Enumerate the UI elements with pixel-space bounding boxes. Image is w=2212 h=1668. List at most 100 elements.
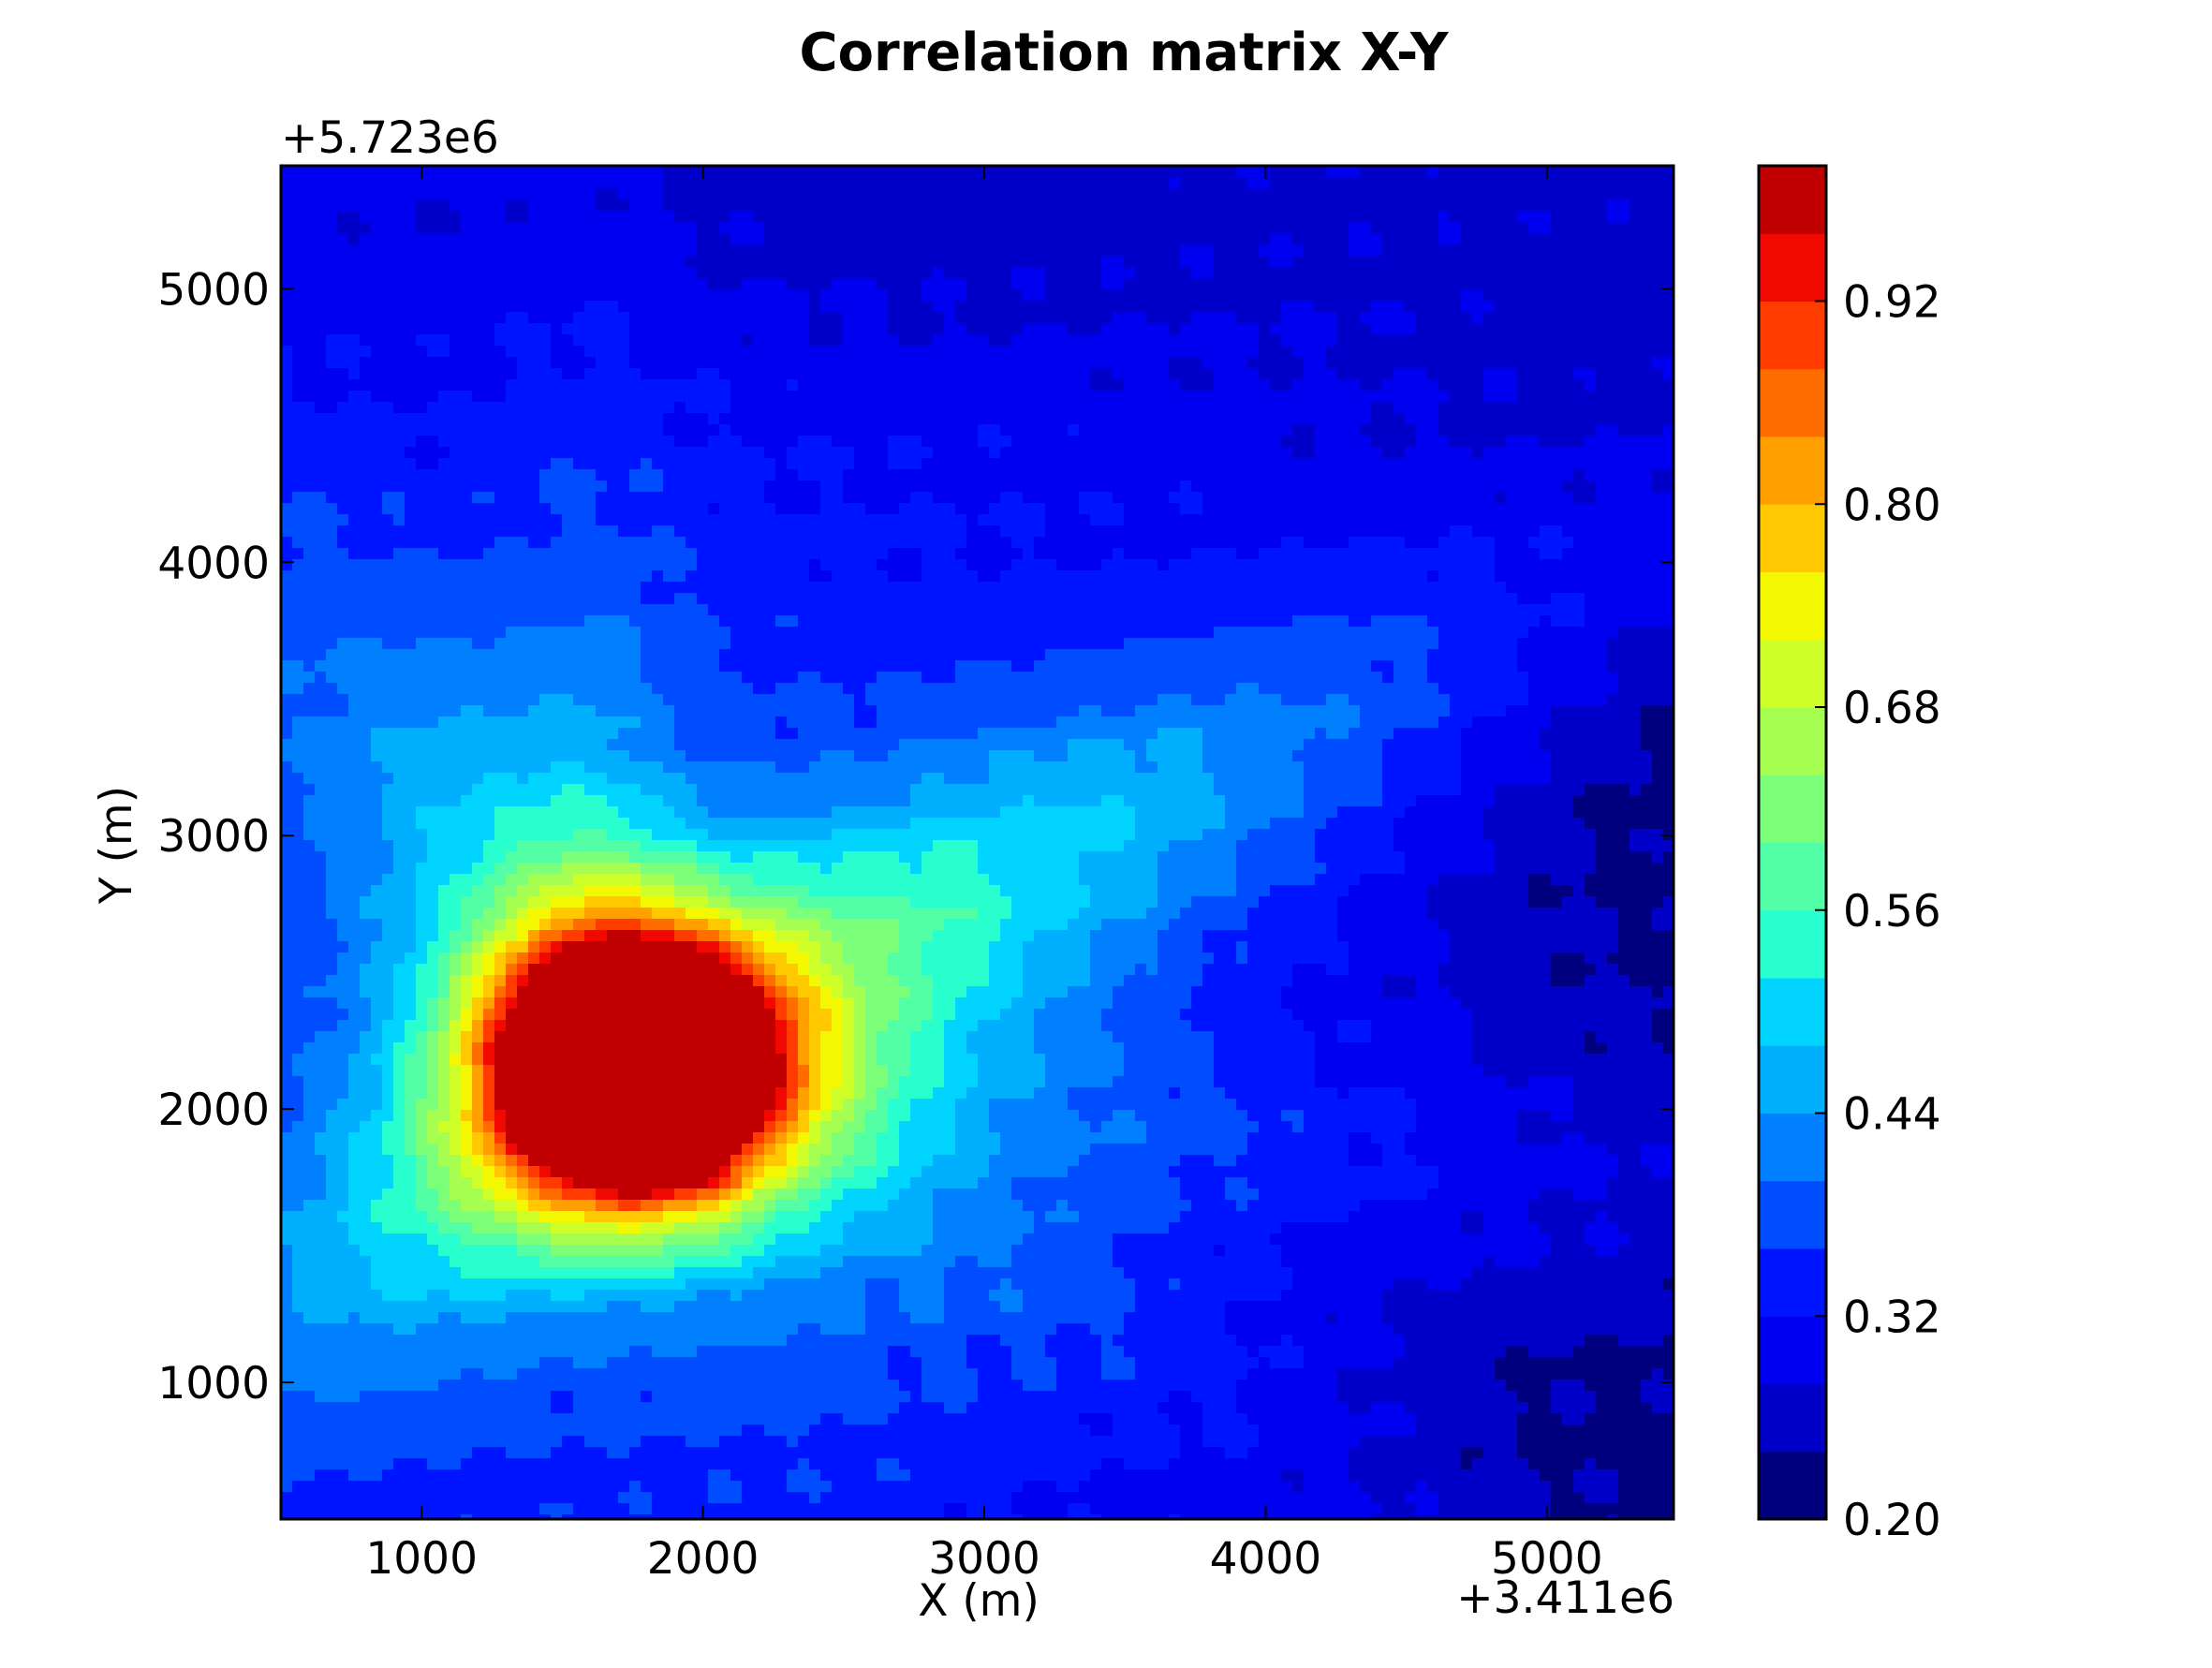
contour-cell [1630, 289, 1642, 302]
contour-cell [1101, 177, 1113, 189]
contour-cell [1438, 256, 1451, 268]
contour-cell [1202, 222, 1215, 234]
contour-cell [539, 525, 552, 538]
contour-cell [809, 289, 821, 302]
contour-cell [1641, 188, 1653, 200]
contour-cell [1607, 199, 1619, 212]
contour-cell [1652, 267, 1664, 279]
contour-cell [641, 503, 653, 515]
contour-cell [1281, 435, 1293, 448]
contour-cell [1596, 559, 1608, 571]
contour-cell [933, 278, 945, 290]
contour-cell [764, 514, 776, 526]
contour-cell [573, 357, 585, 369]
contour-cell [1360, 435, 1372, 448]
contour-cell [1360, 188, 1372, 200]
contour-cell [1326, 570, 1338, 583]
contour-cell [1191, 323, 1203, 335]
contour-cell [820, 368, 833, 380]
contour-cell [1427, 334, 1439, 347]
contour-cell [472, 537, 484, 549]
contour-cell [798, 379, 810, 391]
contour-cell [944, 492, 956, 504]
contour-cell [922, 211, 934, 223]
contour-cell [1562, 323, 1574, 335]
contour-cell [1281, 480, 1293, 493]
contour-cell [1495, 289, 1507, 302]
contour-cell [775, 211, 788, 223]
contour-cell [517, 177, 529, 189]
contour-cell [562, 548, 574, 560]
contour-cell [1079, 582, 1091, 594]
contour-cell [1596, 582, 1608, 594]
contour-cell [416, 525, 428, 538]
contour-cell [618, 435, 630, 448]
contour-cell [1180, 435, 1192, 448]
contour-cell [641, 559, 653, 571]
contour-cell [281, 199, 293, 212]
contour-cell [1158, 289, 1170, 302]
contour-cell [708, 413, 720, 425]
contour-cell [764, 582, 776, 594]
contour-cell [337, 211, 349, 223]
contour-cell [832, 177, 844, 189]
contour-cell [281, 379, 293, 391]
contour-cell [978, 346, 990, 358]
contour-cell [584, 537, 597, 549]
contour-cell [1427, 447, 1439, 459]
contour-cell [382, 615, 394, 627]
contour-cell [1337, 525, 1349, 538]
contour-cell [1405, 604, 1417, 616]
contour-cell [697, 537, 709, 549]
contour-cell [955, 593, 967, 605]
contour-cell [1506, 458, 1518, 470]
contour-cell [742, 301, 754, 313]
contour-cell [820, 211, 833, 223]
contour-cell [1472, 402, 1484, 414]
contour-cell [1405, 188, 1417, 200]
contour-cell [1000, 435, 1012, 448]
contour-cell [1079, 413, 1091, 425]
contour-cell [1315, 312, 1327, 324]
contour-cell [1371, 166, 1383, 178]
contour-cell [584, 391, 597, 403]
contour-cell [393, 593, 406, 605]
contour-cell [1506, 301, 1518, 313]
contour-cell [708, 402, 720, 414]
contour-cell [1450, 582, 1462, 594]
contour-cell [674, 503, 686, 515]
contour-cell [1551, 458, 1563, 470]
contour-cell [517, 582, 529, 594]
contour-cell [933, 458, 945, 470]
contour-cell [584, 492, 597, 504]
contour-cell [1607, 289, 1619, 302]
contour-cell [1214, 525, 1226, 538]
contour-cell [888, 458, 900, 470]
contour-cell [888, 244, 900, 257]
contour-cell [371, 267, 383, 279]
contour-cell [1405, 233, 1417, 245]
contour-cell [978, 525, 990, 538]
contour-cell [1101, 233, 1113, 245]
contour-cell [1315, 525, 1327, 538]
contour-cell [652, 379, 664, 391]
contour-cell [742, 469, 754, 481]
contour-cell [1292, 244, 1305, 257]
contour-cell [450, 211, 462, 223]
contour-cell [427, 312, 439, 324]
contour-cell [1551, 570, 1563, 583]
contour-cell [809, 177, 821, 189]
contour-cell [506, 278, 518, 290]
contour-cell [1124, 244, 1136, 257]
contour-cell [843, 514, 855, 526]
contour-cell [1382, 323, 1394, 335]
contour-cell [405, 424, 417, 436]
contour-cell [933, 233, 945, 245]
contour-cell [809, 199, 821, 212]
contour-cell [730, 469, 743, 481]
contour-cell [427, 323, 439, 335]
contour-cell [1472, 548, 1484, 560]
contour-cell [1360, 346, 1372, 358]
contour-cell [1000, 323, 1012, 335]
contour-cell [1000, 537, 1012, 549]
